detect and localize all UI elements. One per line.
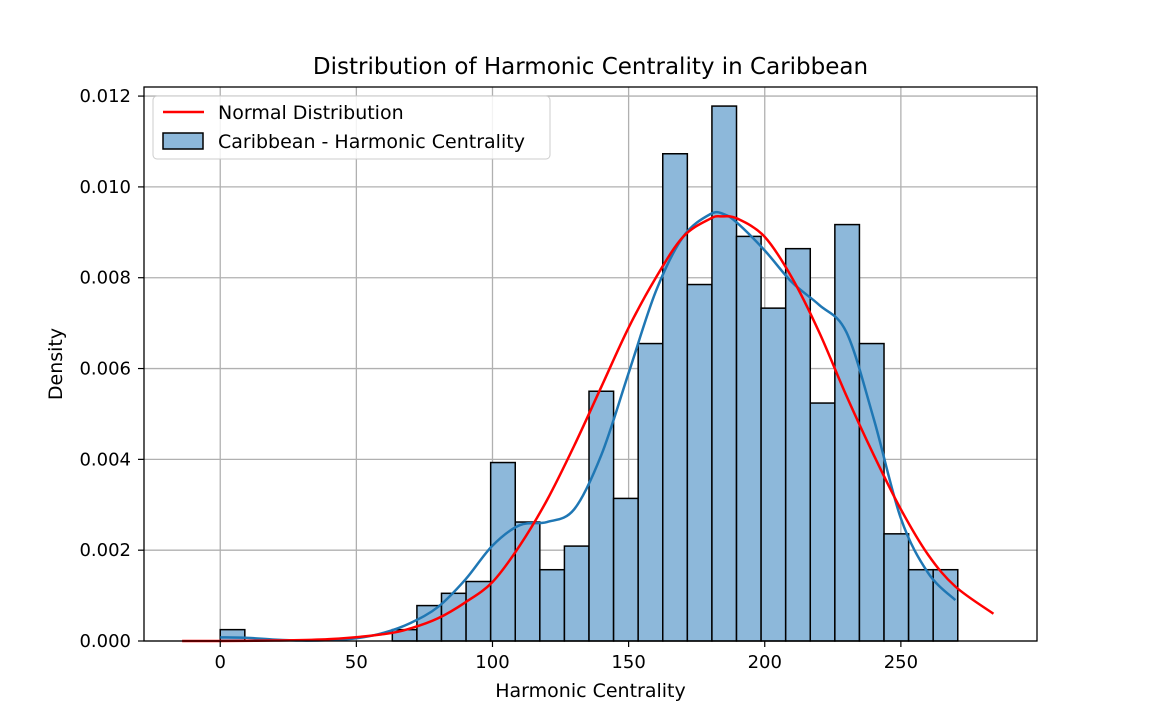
- histogram-bar: [834, 223, 861, 642]
- x-tick-label: 250: [884, 652, 918, 673]
- chart-title: Distribution of Harmonic Centrality in C…: [313, 54, 868, 80]
- histogram-bar: [465, 580, 492, 642]
- legend: Normal Distribution Caribbean - Harmonic…: [152, 95, 551, 160]
- histogram-bar: [588, 390, 615, 642]
- histogram-bar: [219, 628, 246, 642]
- histogram-bar: [883, 533, 910, 642]
- plot-frame: [143, 86, 1038, 642]
- histogram-bar: [563, 545, 590, 642]
- y-tick-label: 0.012: [79, 86, 131, 107]
- histogram-bar: [662, 153, 689, 642]
- y-axis-label: Density: [45, 328, 67, 400]
- histogram-bar: [612, 497, 639, 642]
- y-tick-label: 0.002: [79, 540, 131, 561]
- x-tick-label: 150: [611, 652, 645, 673]
- histogram-bar: [760, 307, 787, 642]
- x-tick-label: 200: [748, 652, 782, 673]
- histogram-bar: [711, 105, 738, 642]
- histogram-bar: [907, 568, 934, 642]
- y-tick-label: 0.010: [79, 177, 131, 198]
- density-lines: [182, 210, 995, 643]
- histogram-bars: [219, 105, 959, 642]
- histogram-bar: [686, 283, 713, 642]
- histogram-bar: [784, 247, 812, 642]
- histogram-bar: [932, 568, 959, 642]
- histogram-bar: [539, 568, 566, 642]
- y-tick-label: 0.006: [79, 359, 131, 380]
- legend-box: [152, 95, 551, 160]
- y-axis-ticks: 0.000 0.002 0.004 0.006 0.008 0.010 0.012: [79, 86, 144, 652]
- legend-normal-label: Normal Distribution: [218, 102, 404, 124]
- normal-distribution-line: [182, 214, 995, 643]
- x-tick-label: 50: [345, 652, 368, 673]
- y-tick-label: 0.008: [79, 268, 131, 289]
- histogram-bar: [809, 402, 836, 642]
- x-tick-label: 100: [475, 652, 509, 673]
- histogram-bar: [858, 342, 885, 642]
- legend-histogram-swatch: [162, 132, 204, 150]
- x-tick-label: 0: [215, 652, 226, 673]
- x-axis-ticks: 0 50 100 150 200 250: [215, 641, 918, 673]
- histogram-bar: [489, 461, 516, 642]
- legend-histogram-label: Caribbean - Harmonic Centrality: [218, 131, 525, 153]
- y-tick-label: 0.004: [79, 449, 131, 470]
- y-tick-label: 0.000: [79, 631, 131, 652]
- histogram-bar: [637, 342, 664, 642]
- histogram-bar: [514, 521, 541, 642]
- histogram-bar: [735, 235, 762, 642]
- x-axis-label: Harmonic Centrality: [495, 680, 686, 702]
